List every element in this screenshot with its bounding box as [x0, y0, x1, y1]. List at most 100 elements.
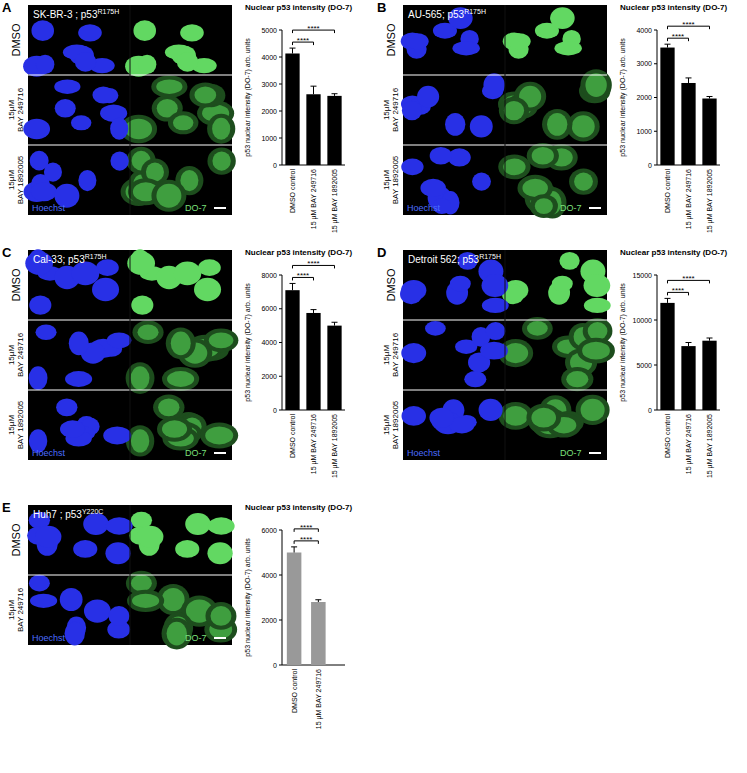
- y-tick: [654, 131, 657, 132]
- y-tick-label: 2000: [636, 94, 652, 101]
- nucleus-hoechst: [472, 172, 491, 190]
- row-label: BAY 1892005: [391, 400, 400, 449]
- cytoplasm-do7: [189, 82, 221, 107]
- nucleus-hoechst: [479, 399, 503, 421]
- y-tick-label: 2000: [261, 373, 277, 380]
- nucleus-do7: [588, 322, 608, 340]
- chart-title: Nuclear p53 intensity (DO-7): [620, 3, 727, 12]
- cell-line-label: SK-BR-3 ; p53R175H: [33, 8, 119, 20]
- nucleus-hoechst: [406, 33, 429, 49]
- bar: [285, 53, 299, 165]
- nucleus-hoechst: [35, 325, 56, 340]
- nucleus-do7: [131, 366, 150, 390]
- cytoplasm-do7: [151, 180, 186, 212]
- mutation: R175H: [464, 8, 486, 15]
- bars: [285, 48, 341, 165]
- nucleus-do7: [532, 147, 554, 165]
- nucleus-hoechst: [486, 322, 506, 340]
- nucleus-hoechst: [470, 115, 493, 137]
- x-tick-label: 15 µM BAY 249716: [315, 669, 323, 729]
- x-tick-label: DMSO control: [664, 414, 671, 458]
- y-tick-label: 5000: [636, 362, 652, 369]
- nucleus-hoechst: [44, 162, 62, 181]
- nucleus-hoechst: [60, 588, 83, 611]
- y-tick: [279, 165, 282, 166]
- row-label: DMSO: [10, 23, 22, 56]
- nucleus-hoechst: [31, 20, 54, 41]
- channel-separator: [505, 5, 506, 215]
- nucleus-hoechst: [402, 406, 426, 426]
- bar: [327, 96, 341, 165]
- nucleus-hoechst: [106, 517, 133, 534]
- nucleus-do7: [131, 295, 153, 314]
- y-tick-label: 5000: [261, 27, 277, 34]
- y-tick: [279, 30, 282, 31]
- y-tick-label: 6000: [261, 305, 277, 312]
- x-tick-label: 15 µM BAY 249716: [310, 169, 318, 229]
- x-tick-label: 15 µM BAY 1892005: [706, 414, 714, 478]
- significance-label: ****: [672, 32, 684, 41]
- cell-line: AU-565; p53: [408, 9, 465, 20]
- nucleus-do7: [209, 332, 234, 348]
- significance-label: ****: [682, 20, 694, 29]
- row-label: 15µM: [7, 170, 16, 191]
- panel: CDMSO15µMBAY 24971615µMBAY 1892005Hoechs…: [2, 245, 352, 478]
- channel-label: DO-7: [560, 448, 582, 458]
- channel-separator: [130, 250, 131, 460]
- nucleus-hoechst: [29, 295, 51, 314]
- cytoplasm-do7: [498, 154, 530, 179]
- x-tick-label: DMSO control: [289, 169, 296, 213]
- error-bar: [707, 338, 713, 341]
- nucleus-hoechst: [108, 606, 129, 626]
- nucleus-hoechst: [110, 151, 128, 170]
- row-label: BAY 249716: [16, 587, 25, 632]
- y-tick: [654, 97, 657, 98]
- y-tick: [279, 84, 282, 85]
- error-bar: [707, 96, 713, 98]
- nucleus-do7: [167, 371, 194, 387]
- nucleus-do7: [158, 398, 179, 416]
- channel-label: Hoechst: [32, 633, 66, 643]
- cell-line: Cal-33; p53: [33, 254, 85, 265]
- nucleus-do7: [131, 575, 152, 592]
- x-tick-label: DMSO control: [664, 169, 671, 213]
- cytoplasm-do7: [151, 75, 187, 98]
- nucleus-do7: [194, 86, 216, 103]
- channel-label: Hoechst: [407, 448, 441, 458]
- y-axis-label: p53 nuclear intensity (DO-7) arb. units: [244, 283, 252, 402]
- error-bar: [291, 547, 297, 553]
- nucleus-hoechst: [65, 371, 92, 387]
- scale-bar: [589, 452, 601, 454]
- nucleus-hoechst: [35, 526, 61, 548]
- row-label: 15µM: [382, 100, 391, 121]
- cytoplasm-do7: [527, 143, 559, 169]
- row-label: 15µM: [7, 600, 16, 621]
- cytoplasm-do7: [204, 328, 239, 352]
- y-tick-label: 1000: [636, 128, 652, 135]
- y-tick-label: 1000: [261, 135, 277, 142]
- nucleus-hoechst: [92, 86, 114, 103]
- significance-label: ****: [300, 535, 312, 544]
- nucleus-hoechst: [401, 343, 426, 363]
- y-tick: [279, 111, 282, 112]
- row-label: 15µM: [7, 345, 16, 366]
- mutation: Y220C: [82, 508, 103, 515]
- image-background: [403, 5, 607, 215]
- cytoplasm-do7: [207, 147, 235, 174]
- bar: [287, 553, 302, 666]
- error-bar: [311, 310, 317, 313]
- y-tick: [654, 63, 657, 64]
- y-tick-label: 4000: [636, 27, 652, 34]
- cell-line: Detroit 562; p53: [408, 254, 480, 265]
- y-tick-label: 2000: [261, 617, 277, 624]
- y-tick: [654, 30, 657, 31]
- x-tick-label: 15 µM BAY 1892005: [331, 169, 339, 233]
- nucleus-hoechst: [31, 182, 57, 201]
- nucleus-hoechst: [402, 101, 422, 120]
- nucleus-do7: [535, 198, 553, 214]
- chart-title: Nuclear p53 intensity (DO-7): [245, 3, 352, 12]
- nucleus-do7: [162, 420, 187, 437]
- cytoplasm-do7: [132, 321, 163, 344]
- row-label: BAY 249716: [16, 332, 25, 377]
- cytoplasm-do7: [200, 422, 238, 448]
